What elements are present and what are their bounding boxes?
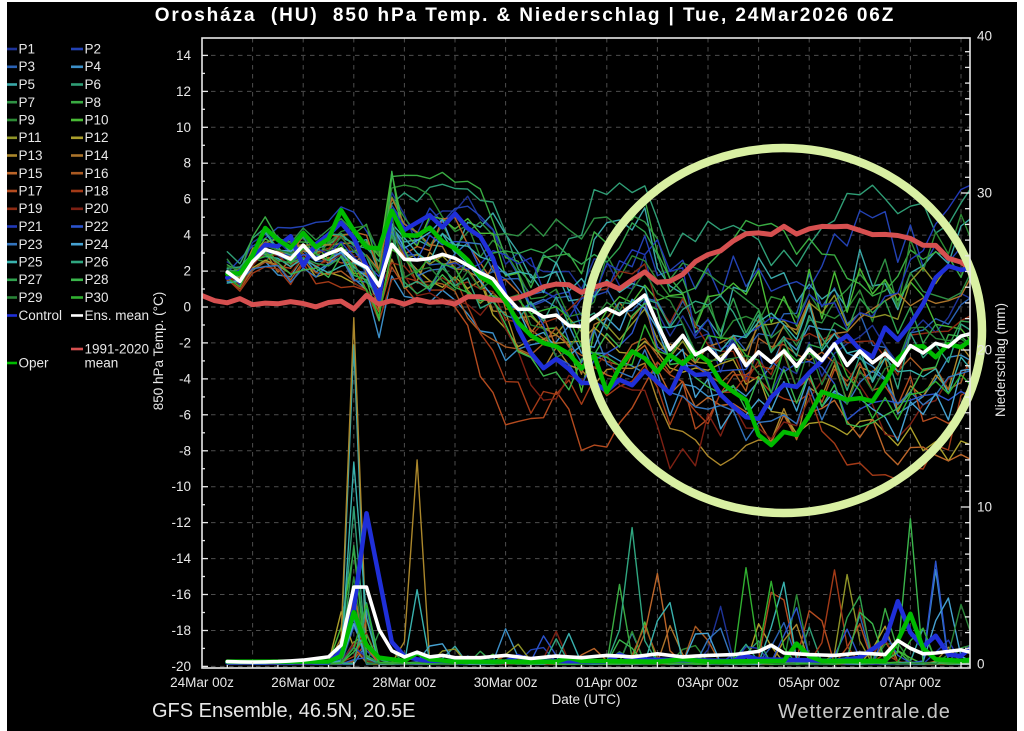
svg-text:28Mar 00z: 28Mar 00z (373, 675, 437, 690)
svg-text:30: 30 (977, 186, 992, 201)
svg-text:Wetterzentrale.de: Wetterzentrale.de (778, 701, 951, 723)
svg-text:4: 4 (183, 228, 191, 243)
svg-text:P1: P1 (19, 42, 36, 57)
svg-text:P22: P22 (85, 219, 109, 234)
svg-text:P23: P23 (19, 237, 43, 252)
svg-text:6: 6 (183, 192, 191, 207)
svg-text:30Mar 00z: 30Mar 00z (474, 675, 538, 690)
svg-text:P9: P9 (19, 113, 36, 128)
svg-text:P14: P14 (85, 148, 110, 163)
svg-text:P7: P7 (19, 95, 36, 110)
svg-text:P11: P11 (19, 130, 42, 145)
svg-text:01Apr 00z: 01Apr 00z (576, 675, 638, 690)
svg-text:P28: P28 (85, 272, 109, 287)
svg-text:P8: P8 (85, 95, 102, 110)
svg-text:-4: -4 (179, 371, 191, 386)
svg-text:P24: P24 (85, 237, 110, 252)
svg-text:mean: mean (85, 356, 119, 371)
svg-text:GFS Ensemble, 46.5N, 20.5E: GFS Ensemble, 46.5N, 20.5E (152, 700, 415, 722)
svg-text:1991-2020: 1991-2020 (85, 342, 150, 357)
svg-text:P27: P27 (19, 272, 43, 287)
svg-text:05Apr 00z: 05Apr 00z (778, 675, 840, 690)
svg-text:P15: P15 (19, 166, 43, 181)
svg-text:P4: P4 (85, 59, 102, 74)
svg-text:26Mar 00z: 26Mar 00z (271, 675, 335, 690)
svg-text:-8: -8 (179, 443, 191, 458)
svg-text:07Apr 00z: 07Apr 00z (880, 675, 942, 690)
svg-text:Date (UTC): Date (UTC) (551, 692, 620, 707)
svg-text:20: 20 (977, 343, 992, 358)
svg-text:-10: -10 (171, 479, 191, 494)
svg-text:P13: P13 (19, 148, 43, 163)
svg-text:P19: P19 (19, 201, 43, 216)
svg-text:10: 10 (977, 500, 992, 515)
svg-text:P26: P26 (85, 255, 109, 270)
svg-text:12: 12 (176, 84, 191, 99)
svg-text:P17: P17 (19, 184, 43, 199)
svg-text:-2: -2 (179, 335, 191, 350)
svg-text:0: 0 (183, 300, 191, 315)
svg-text:P16: P16 (85, 166, 109, 181)
svg-text:P30: P30 (85, 290, 109, 305)
svg-text:24Mar 00z: 24Mar 00z (170, 675, 234, 690)
svg-text:P12: P12 (85, 130, 109, 145)
svg-text:P21: P21 (19, 219, 43, 234)
svg-text:Orosháza (HU) 850 hPa Temp.: Orosháza (HU) 850 hPa Temp. & Niederschl… (155, 5, 896, 26)
svg-text:Oper: Oper (19, 356, 50, 371)
svg-text:-16: -16 (171, 587, 191, 602)
svg-text:-12: -12 (171, 515, 191, 530)
svg-text:P5: P5 (19, 77, 36, 92)
svg-text:-6: -6 (179, 407, 191, 422)
svg-text:P25: P25 (19, 255, 43, 270)
svg-text:P2: P2 (85, 42, 102, 57)
svg-text:14: 14 (176, 48, 192, 63)
svg-text:P29: P29 (19, 290, 43, 305)
svg-text:2: 2 (183, 264, 191, 279)
svg-text:-20: -20 (171, 659, 191, 674)
svg-text:P18: P18 (85, 184, 109, 199)
svg-text:0: 0 (977, 657, 985, 672)
svg-text:P6: P6 (85, 77, 102, 92)
svg-text:Control: Control (19, 308, 63, 323)
svg-text:P10: P10 (85, 113, 109, 128)
svg-text:Ens. mean: Ens. mean (85, 308, 150, 323)
svg-text:03Apr 00z: 03Apr 00z (677, 675, 739, 690)
svg-text:40: 40 (977, 29, 992, 44)
svg-text:8: 8 (183, 156, 191, 171)
svg-text:P20: P20 (85, 201, 109, 216)
svg-text:P3: P3 (19, 59, 36, 74)
svg-text:-14: -14 (171, 551, 191, 566)
svg-text:10: 10 (176, 120, 191, 135)
svg-text:850 hPa Temp. (°C): 850 hPa Temp. (°C) (151, 292, 166, 410)
svg-text:Niederschlag (mm): Niederschlag (mm) (993, 303, 1008, 417)
svg-text:-18: -18 (171, 623, 191, 638)
